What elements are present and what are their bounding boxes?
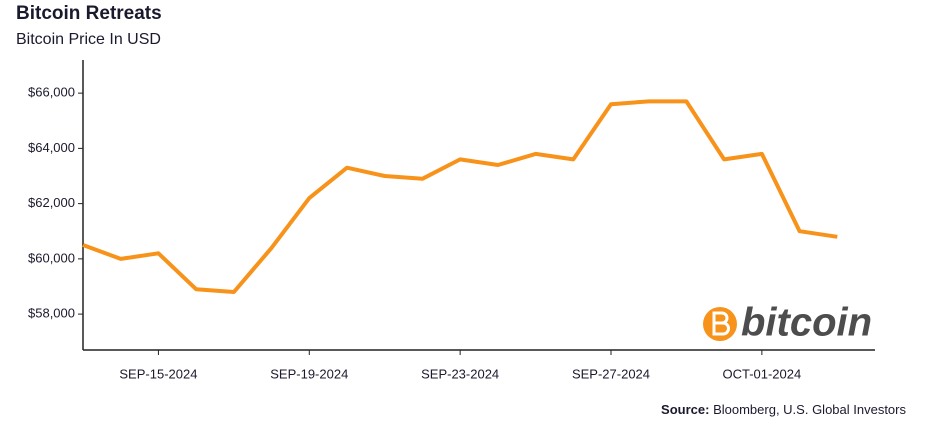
- y-tick-label: $58,000: [28, 306, 75, 321]
- x-tick-label: SEP-15-2024: [119, 366, 197, 381]
- source-label: Source:: [661, 402, 709, 417]
- x-tick-label: SEP-19-2024: [270, 366, 348, 381]
- y-tick-label: $62,000: [28, 195, 75, 210]
- y-tick-label: $64,000: [28, 140, 75, 155]
- y-tick-label: $66,000: [28, 85, 75, 100]
- logo-text: bitcoin: [741, 301, 872, 345]
- chart-title: Bitcoin Retreats: [16, 3, 162, 24]
- logo-symbol: [712, 311, 730, 336]
- y-tick-label: $60,000: [28, 250, 75, 265]
- x-tick-label: OCT-01-2024: [722, 366, 801, 381]
- source: Source: Bloomberg, U.S. Global Investors: [661, 402, 906, 417]
- bitcoin-logo: bitcoin: [703, 301, 872, 345]
- chart-subtitle: Bitcoin Price In USD: [16, 31, 161, 48]
- source-text: Bloomberg, U.S. Global Investors: [713, 402, 906, 417]
- price-line: [82, 99, 838, 294]
- x-tick-label: SEP-27-2024: [572, 366, 650, 381]
- x-tick-label: SEP-23-2024: [421, 366, 499, 381]
